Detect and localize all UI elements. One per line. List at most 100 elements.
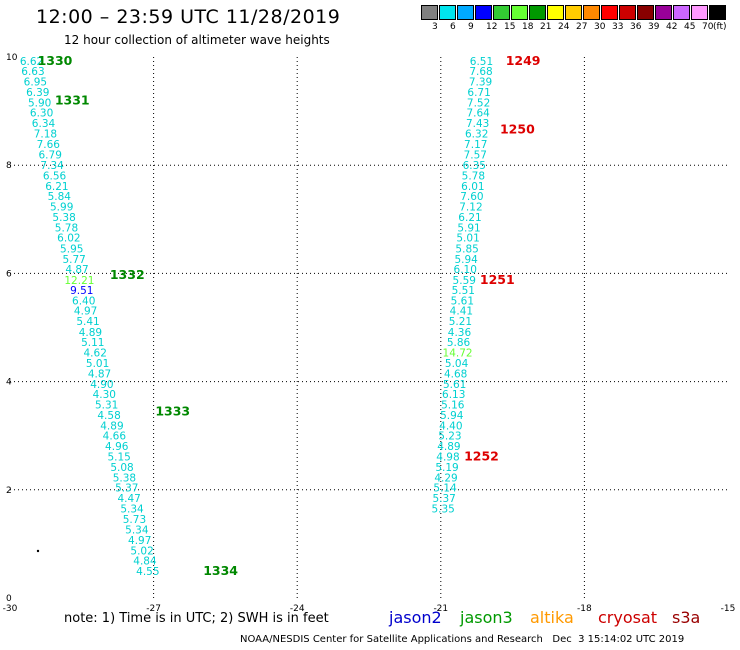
chart-title: 12:00 – 23:59 UTC 11/28/2019 [36, 6, 341, 28]
mission-altika: altika [530, 608, 574, 627]
data-label: 7.60 [460, 191, 483, 203]
data-label: 4.58 [97, 410, 120, 422]
color-scale-tick: 18 [522, 22, 534, 32]
mission-jason3: jason3 [460, 608, 513, 627]
data-label: 4.40 [439, 420, 462, 432]
pass-label: 1249 [506, 53, 541, 68]
data-label: 4.89 [79, 327, 102, 339]
data-label: 5.95 [60, 244, 83, 256]
color-swatch [619, 5, 636, 20]
data-label: 6.21 [458, 212, 481, 224]
data-label: 5.38 [52, 212, 75, 224]
x-tick-label: -24 [290, 604, 305, 614]
color-scale-tick: 70 [702, 22, 714, 32]
y-tick-label: 0 [6, 594, 12, 604]
data-label: 12.21 [64, 275, 94, 287]
x-tick-label: -15 [721, 604, 736, 614]
data-label: 6.10 [454, 264, 477, 276]
color-scale-tick: 24 [558, 22, 570, 32]
x-tick-label: -27 [146, 604, 161, 614]
data-label: 5.91 [457, 222, 480, 234]
data-label: 5.34 [125, 524, 149, 536]
color-swatch [601, 5, 618, 20]
color-swatch [439, 5, 456, 20]
color-scale-tick: 30 [594, 22, 606, 32]
data-label: 5.04 [445, 358, 469, 370]
color-scale-unit: (ft) [713, 22, 727, 32]
data-label: 4.41 [450, 306, 473, 318]
data-label: 6.39 [26, 87, 49, 99]
data-label: 6.13 [442, 389, 465, 401]
color-scale-tick: 15 [504, 22, 516, 32]
data-label: 5.85 [455, 244, 478, 256]
color-swatch [709, 5, 726, 20]
color-swatch [457, 5, 474, 20]
pass-label: 1331 [55, 92, 90, 107]
data-label: 6.71 [467, 87, 490, 99]
data-label: 6.35 [463, 160, 486, 172]
data-label: 6.30 [30, 108, 53, 120]
data-label: 7.66 [37, 139, 61, 151]
data-label: 5.16 [441, 399, 465, 411]
color-scale-tick: 27 [576, 22, 588, 32]
color-swatch [421, 5, 438, 20]
y-tick-label: 10 [6, 53, 18, 63]
color-swatch [583, 5, 600, 20]
data-label: 6.51 [470, 56, 493, 68]
data-label: 7.57 [464, 149, 487, 161]
data-label: 7.52 [467, 97, 490, 109]
data-label: 6.32 [465, 128, 488, 140]
y-tick-label: 4 [6, 378, 12, 388]
pass-label: 1250 [500, 121, 535, 136]
data-label: 4.89 [437, 441, 460, 453]
data-label: 5.31 [95, 399, 118, 411]
data-label: 4.66 [103, 431, 127, 443]
data-label: 5.11 [81, 337, 104, 349]
color-swatch [529, 5, 546, 20]
data-label: 7.17 [464, 139, 487, 151]
data-label: 4.29 [434, 472, 457, 484]
data-label: 6.21 [45, 181, 68, 193]
data-label: 4.98 [436, 451, 459, 463]
footnote: note: 1) Time is in UTC; 2) SWH is in fe… [64, 611, 329, 626]
color-scale-tick: 3 [432, 22, 438, 32]
data-label: 5.51 [452, 285, 475, 297]
data-label: 5.78 [462, 170, 485, 182]
color-scale-tick: 6 [450, 22, 456, 32]
data-label: 5.08 [110, 462, 133, 474]
data-label: 4.55 [136, 566, 159, 578]
data-label: 5.61 [443, 379, 466, 391]
color-scale-tick: 39 [648, 22, 660, 32]
data-label: 6.95 [24, 76, 47, 88]
data-label: 7.12 [459, 201, 482, 213]
data-label: 6.01 [461, 181, 484, 193]
data-label: 4.96 [105, 441, 129, 453]
data-label: 5.61 [451, 295, 474, 307]
color-scale-tick: 9 [468, 22, 474, 32]
x-tick-label: -18 [577, 604, 592, 614]
mission-jason2: jason2 [389, 608, 442, 627]
data-label: 4.68 [444, 368, 467, 380]
color-scale-tick: 42 [666, 22, 678, 32]
y-tick-label: 8 [6, 161, 12, 171]
data-label: 5.77 [62, 254, 85, 266]
data-label: 5.86 [447, 337, 471, 349]
color-swatch [565, 5, 582, 20]
data-label: 4.30 [93, 389, 116, 401]
data-label: 4.47 [117, 493, 140, 505]
y-tick-label: 2 [6, 486, 12, 496]
color-swatch [493, 5, 510, 20]
data-label: 7.34 [40, 160, 64, 172]
data-label: 5.99 [50, 201, 73, 213]
data-label: 5.73 [123, 514, 146, 526]
data-label: 5.35 [431, 504, 454, 516]
data-label: 5.01 [456, 233, 479, 245]
color-swatch [511, 5, 528, 20]
data-label: 6.79 [39, 149, 62, 161]
data-label: 6.02 [57, 233, 80, 245]
data-label: 4.62 [84, 347, 107, 359]
data-label: 5.37 [115, 483, 138, 495]
data-label: 5.02 [130, 545, 153, 557]
data-label: 14.72 [443, 347, 473, 359]
